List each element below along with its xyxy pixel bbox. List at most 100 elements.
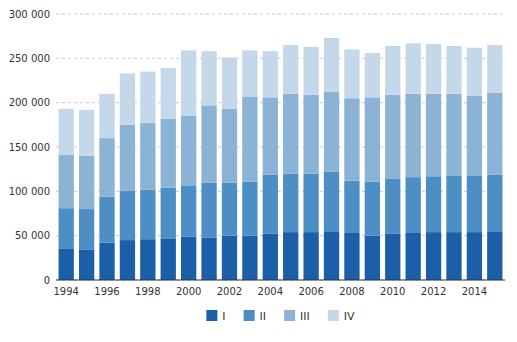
bar-segment <box>120 190 135 240</box>
bar-segment <box>446 46 461 94</box>
bar-segment <box>59 109 74 155</box>
bar-segment <box>303 174 318 233</box>
bar-segment <box>161 238 176 280</box>
bar-segment <box>324 38 339 92</box>
bar-segment <box>99 94 114 138</box>
bar-segment <box>242 50 257 96</box>
bar-segment <box>242 182 257 236</box>
bar-segment <box>303 47 318 95</box>
bar-segment <box>79 250 94 280</box>
x-tick-label: 1994 <box>53 286 78 297</box>
x-tick-label: 1998 <box>135 286 160 297</box>
bar-segment <box>222 182 237 235</box>
bar-segment <box>161 188 176 239</box>
bar-segment <box>446 175 461 232</box>
bar-segment <box>385 179 400 234</box>
legend-label: I <box>222 310 225 323</box>
grid-line <box>56 280 505 281</box>
bar-segment <box>263 51 278 97</box>
bar-segment <box>59 249 74 280</box>
bar-segment <box>79 110 94 156</box>
bar-segment <box>426 44 441 94</box>
bar-segment <box>385 95 400 179</box>
bar-segment <box>263 97 278 174</box>
x-tick-label: 2008 <box>339 286 364 297</box>
bar-segment <box>140 239 155 280</box>
bar-segment <box>120 125 135 191</box>
bar-segment <box>283 232 298 280</box>
bar-segment <box>201 182 216 237</box>
bar-segment <box>263 234 278 280</box>
x-tick-label: 2006 <box>298 286 323 297</box>
legend-label: II <box>260 310 267 323</box>
legend-label: III <box>300 310 310 323</box>
bar-segment <box>99 197 114 243</box>
bar-segment <box>426 94 441 176</box>
bar-segment <box>324 92 339 172</box>
bar-segment <box>140 190 155 240</box>
bar-segment <box>99 138 114 197</box>
bar-segment <box>242 236 257 280</box>
bar-segment <box>446 232 461 280</box>
bar-segment <box>283 94 298 174</box>
bar-segment <box>365 97 380 181</box>
x-axis-line <box>56 280 505 281</box>
y-tick-label: 50 000 <box>15 230 50 241</box>
bar-segment <box>99 243 114 280</box>
bar-segment <box>467 175 482 232</box>
bar-segment <box>406 94 421 177</box>
x-tick-label: 2000 <box>176 286 201 297</box>
bar-segment <box>201 237 216 280</box>
bar-segment <box>161 68 176 119</box>
y-tick-label: 300 000 <box>9 9 50 20</box>
legend: IIIIIIIV <box>206 310 355 323</box>
bar-segment <box>365 182 380 236</box>
y-tick-label: 200 000 <box>9 97 50 108</box>
grid <box>56 14 505 280</box>
bar-segment <box>201 51 216 105</box>
bar-segment <box>467 96 482 176</box>
legend-item: I <box>206 310 225 323</box>
x-tick-label: 2014 <box>462 286 487 297</box>
legend-swatch <box>328 310 339 321</box>
legend-item: III <box>284 310 310 323</box>
bar-segment <box>365 236 380 280</box>
legend-swatch <box>284 310 295 321</box>
bar-segment <box>426 232 441 280</box>
bar-segment <box>222 109 237 183</box>
bar-segment <box>140 72 155 123</box>
bar-segment <box>487 174 502 231</box>
bar-segment <box>385 234 400 280</box>
x-tick-label: 2010 <box>380 286 405 297</box>
bar-segment <box>487 45 502 93</box>
bar-segment <box>406 177 421 233</box>
x-tick-label: 2004 <box>258 286 283 297</box>
y-tick-label: 100 000 <box>9 186 50 197</box>
bar-segment <box>344 181 359 233</box>
bar-segment <box>487 231 502 280</box>
bar-segment <box>467 232 482 280</box>
bar-segment <box>487 93 502 175</box>
x-tick-label: 2002 <box>217 286 242 297</box>
bar-segment <box>79 156 94 209</box>
y-tick-label: 0 <box>44 275 50 286</box>
bar-segment <box>283 45 298 94</box>
grid-line <box>56 14 505 15</box>
bar-segment <box>79 209 94 250</box>
bar-segment <box>344 233 359 280</box>
legend-swatch <box>244 310 255 321</box>
bars <box>59 38 503 280</box>
legend-swatch <box>206 310 217 321</box>
bar-segment <box>406 43 421 94</box>
legend-item: II <box>244 310 267 323</box>
bar-segment <box>201 105 216 182</box>
bar-segment <box>467 48 482 96</box>
y-tick-label: 150 000 <box>9 142 50 153</box>
bar-segment <box>426 176 441 232</box>
bar-segment <box>181 237 196 280</box>
bar-segment <box>181 50 196 116</box>
bar-segment <box>222 57 237 108</box>
y-tick-label: 250 000 <box>9 53 50 64</box>
bar-segment <box>263 174 278 233</box>
bar-segment <box>283 174 298 233</box>
